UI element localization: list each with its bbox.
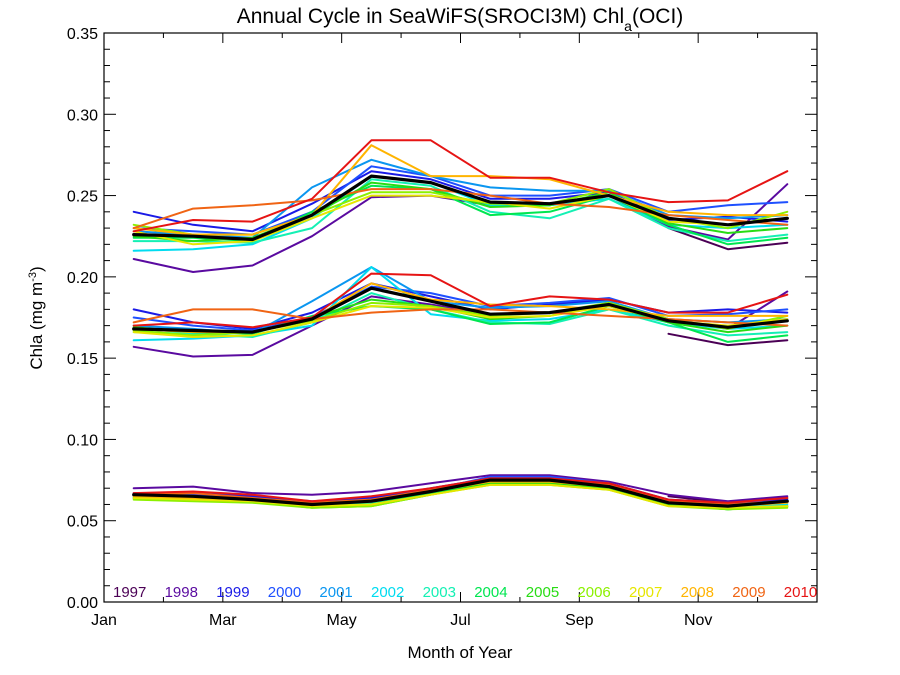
- y-tick-label: 0.35: [67, 26, 98, 43]
- legend-entry-2003: 2003: [423, 584, 456, 601]
- series-line-1998-lower: [132, 474, 789, 503]
- mean-line-upper: [132, 174, 789, 242]
- x-axis-label: Month of Year: [408, 643, 513, 662]
- legend-entry-1998: 1998: [165, 584, 198, 601]
- x-tick-label: Sep: [565, 612, 594, 629]
- legend-entry-2001: 2001: [319, 584, 352, 601]
- plot-frame: [103, 32, 818, 603]
- x-tick-label: May: [327, 612, 357, 629]
- legend-entry-2010: 2010: [784, 584, 817, 601]
- y-tick-label: 0.10: [67, 432, 98, 449]
- y-axis-label: Chla (mg m-3): [27, 266, 46, 369]
- legend-entry-1999: 1999: [216, 584, 249, 601]
- x-tick-label: Mar: [209, 612, 237, 629]
- series-line-1997-middle: [667, 332, 789, 347]
- legend-entry-2004: 2004: [474, 584, 507, 601]
- series-line-2008-upper: [132, 144, 789, 236]
- series-line-2010-upper: [132, 139, 789, 233]
- x-tick-labels: Jan Mar May Jul Sep Nov: [91, 612, 712, 629]
- legend: 1997 1998 1999 2000 2001 2002 2003 2004 2005 2006…: [113, 584, 817, 601]
- legend-entry-2008: 2008: [681, 584, 714, 601]
- legend-entry-2000: 2000: [268, 584, 301, 601]
- legend-entry-2009: 2009: [732, 584, 765, 601]
- mean-line-lower: [132, 478, 789, 508]
- legend-entry-2007: 2007: [629, 584, 662, 601]
- y-tick-label: 0.30: [67, 107, 98, 124]
- series-line-1997-upper: [667, 227, 789, 251]
- x-tick-label: Nov: [684, 612, 712, 629]
- mean-line-middle: [132, 286, 789, 334]
- legend-entry-2006: 2006: [577, 584, 610, 601]
- series-line-2009-middle: [132, 308, 789, 327]
- y-tick-label: 0.15: [67, 351, 98, 368]
- series-line-2010-middle: [132, 272, 789, 329]
- series-line-2010-lower: [132, 477, 789, 504]
- legend-entry-2002: 2002: [371, 584, 404, 601]
- series-lines: [132, 139, 789, 511]
- chart-title: Annual Cycle in SeaWiFS(SROCI3M) Chla(OC…: [237, 5, 684, 34]
- series-line-2007-upper: [132, 194, 789, 246]
- y-tick-label: 0.20: [67, 270, 98, 287]
- x-tick-label: Jul: [450, 612, 470, 629]
- y-tick-label: 0.00: [67, 595, 98, 612]
- y-tick-labels: 0.00 0.05 0.10 0.15 0.20 0.25 0.30 0.35: [67, 26, 98, 612]
- series-line-2007-lower: [132, 483, 789, 509]
- legend-entry-1997: 1997: [113, 584, 146, 601]
- y-tick-label: 0.25: [67, 189, 98, 206]
- legend-entry-2005: 2005: [526, 584, 559, 601]
- y-tick-label: 0.05: [67, 514, 98, 531]
- axis-ticks: [103, 32, 818, 603]
- series-line-2006-upper: [132, 188, 789, 236]
- x-tick-label: Jan: [91, 612, 117, 629]
